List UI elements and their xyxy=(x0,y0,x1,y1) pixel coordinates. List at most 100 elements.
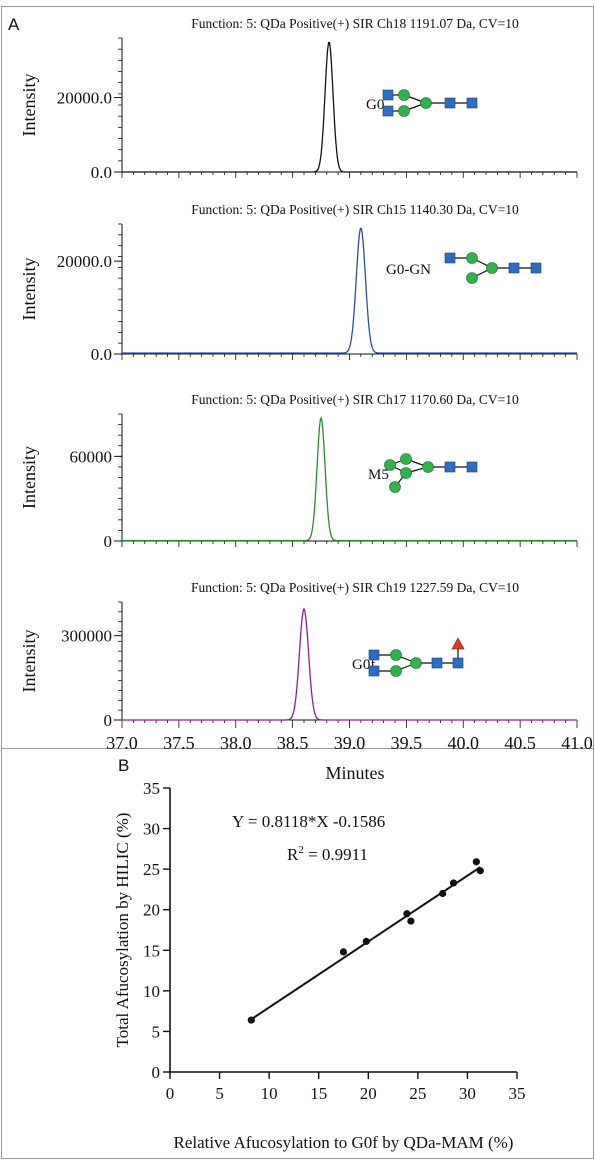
data-point xyxy=(362,937,370,945)
data-point xyxy=(403,910,411,918)
y-axis-label: Intensity xyxy=(19,74,39,137)
glcnac-square xyxy=(466,97,478,109)
fucose-triangle xyxy=(451,637,465,650)
mannose-circle xyxy=(400,453,412,465)
chromatogram-panels: Function: 5: QDa Positive(+) SIR Ch18 11… xyxy=(19,16,593,783)
x-tick-label: 37.5 xyxy=(163,733,195,753)
y-tick-label: 5 xyxy=(152,1022,161,1041)
y-tick-label: 35 xyxy=(143,779,160,798)
chromatogram-trace xyxy=(122,227,577,354)
data-point xyxy=(472,858,480,866)
glcnac-square xyxy=(466,461,478,473)
x-tick-label: 41.0 xyxy=(561,733,593,753)
chart-title: Function: 5: QDa Positive(+) SIR Ch19 12… xyxy=(191,580,519,595)
x-axis-label: Relative Afucosylation to G0f by QDa-MAM… xyxy=(174,1133,514,1152)
x-axis-label: Minutes xyxy=(325,763,384,783)
peak-label: G0-GN xyxy=(386,262,431,278)
y-tick-label: 20000.0 xyxy=(57,89,112,108)
r-squared: R2 = 0.9911 xyxy=(287,844,368,864)
y-axis-label: Intensity xyxy=(19,446,39,509)
mannose-circle xyxy=(389,481,401,493)
glcnac-square xyxy=(431,657,443,669)
chromatogram-trace xyxy=(122,607,577,721)
x-tick-label: 30 xyxy=(459,1084,476,1103)
glcnac-square xyxy=(530,262,542,274)
x-tick-label: 37.0 xyxy=(106,733,138,753)
glcnac-square xyxy=(444,97,456,109)
y-axis-label: Intensity xyxy=(19,630,39,693)
mannose-circle xyxy=(400,467,412,479)
glcnac-square xyxy=(452,657,464,669)
chromatogram-trace xyxy=(122,416,577,542)
mannose-circle xyxy=(398,89,410,101)
x-tick-label: 0 xyxy=(166,1084,175,1103)
mannose-circle xyxy=(466,272,478,284)
chromatogram-3: Function: 5: QDa Positive(+) SIR Ch17 11… xyxy=(19,392,578,551)
glcnac-square xyxy=(444,461,456,473)
chromatogram-trace xyxy=(122,41,577,173)
data-point xyxy=(476,867,484,875)
mannose-circle xyxy=(398,105,410,117)
x-tick-label: 25 xyxy=(409,1084,426,1103)
glcnac-square xyxy=(368,649,380,661)
glycan-structure xyxy=(382,89,478,117)
panel-a-label: A xyxy=(8,15,20,34)
x-tick-label: 35 xyxy=(509,1084,526,1103)
x-tick-label: 38.0 xyxy=(220,733,252,753)
y-tick-label: 20000.0 xyxy=(57,252,112,271)
y-tick-label: 30 xyxy=(143,820,160,839)
mannose-circle xyxy=(420,97,432,109)
mannose-circle xyxy=(486,262,498,274)
glcnac-square xyxy=(382,105,394,117)
chart-title: Function: 5: QDa Positive(+) SIR Ch17 11… xyxy=(191,392,519,407)
glcnac-square xyxy=(508,262,520,274)
glcnac-square xyxy=(368,665,380,677)
x-tick-label: 15 xyxy=(310,1084,327,1103)
y-tick-label: 0 xyxy=(104,532,113,551)
data-point xyxy=(439,889,447,898)
regression-equation: Y = 0.8118*X -0.1586 xyxy=(232,812,385,831)
y-tick-label: 25 xyxy=(143,860,160,879)
mannose-circle xyxy=(466,252,478,264)
y-tick-label: 60000 xyxy=(70,447,113,466)
y-axis-label: Total Afucosylation by HILIC (%) xyxy=(113,813,132,1048)
x-tick-label: 39.0 xyxy=(334,733,366,753)
y-tick-label: 0.0 xyxy=(91,163,112,182)
x-tick-label: 20 xyxy=(360,1084,377,1103)
chromatogram-2: Function: 5: QDa Positive(+) SIR Ch15 11… xyxy=(19,202,578,364)
chromatogram-1: Function: 5: QDa Positive(+) SIR Ch18 11… xyxy=(19,16,578,182)
x-tick-label: 5 xyxy=(215,1084,224,1103)
panel-b-label: B xyxy=(118,756,129,775)
mannose-circle xyxy=(390,649,402,661)
chromatogram-4: Function: 5: QDa Positive(+) SIR Ch19 12… xyxy=(19,580,593,783)
x-tick-label: 38.5 xyxy=(277,733,309,753)
y-tick-label: 10 xyxy=(143,982,160,1001)
x-tick-label: 40.0 xyxy=(448,733,480,753)
y-tick-label: 20 xyxy=(143,901,160,920)
chart-title: Function: 5: QDa Positive(+) SIR Ch18 11… xyxy=(191,16,519,31)
data-point xyxy=(339,948,348,956)
mannose-circle xyxy=(390,665,402,677)
y-tick-label: 0.0 xyxy=(91,345,112,364)
data-point xyxy=(407,917,415,925)
y-tick-label: 15 xyxy=(143,941,160,960)
x-tick-label: 39.5 xyxy=(391,733,423,753)
panel-b-border xyxy=(1,748,594,1159)
mannose-circle xyxy=(422,461,434,473)
data-point xyxy=(247,1016,255,1024)
data-point xyxy=(449,879,458,887)
glycan-structure xyxy=(384,453,478,493)
y-tick-label: 0 xyxy=(104,711,113,730)
y-tick-label: 300000 xyxy=(61,627,112,646)
glcnac-square xyxy=(382,89,394,101)
correlation-plot: 0 5 10 15 20 25 30 35 0 5 10 15 20 25 30 35 Relative Afu… xyxy=(113,779,526,1152)
glycan-structure xyxy=(444,252,542,284)
glycan-structure xyxy=(368,637,465,677)
chart-title: Function: 5: QDa Positive(+) SIR Ch15 11… xyxy=(191,202,519,217)
peak-label: M5 xyxy=(368,467,389,483)
y-axis-label: Intensity xyxy=(19,258,39,321)
peak-label: G0 xyxy=(366,97,384,113)
x-tick-label: 40.5 xyxy=(504,733,536,753)
